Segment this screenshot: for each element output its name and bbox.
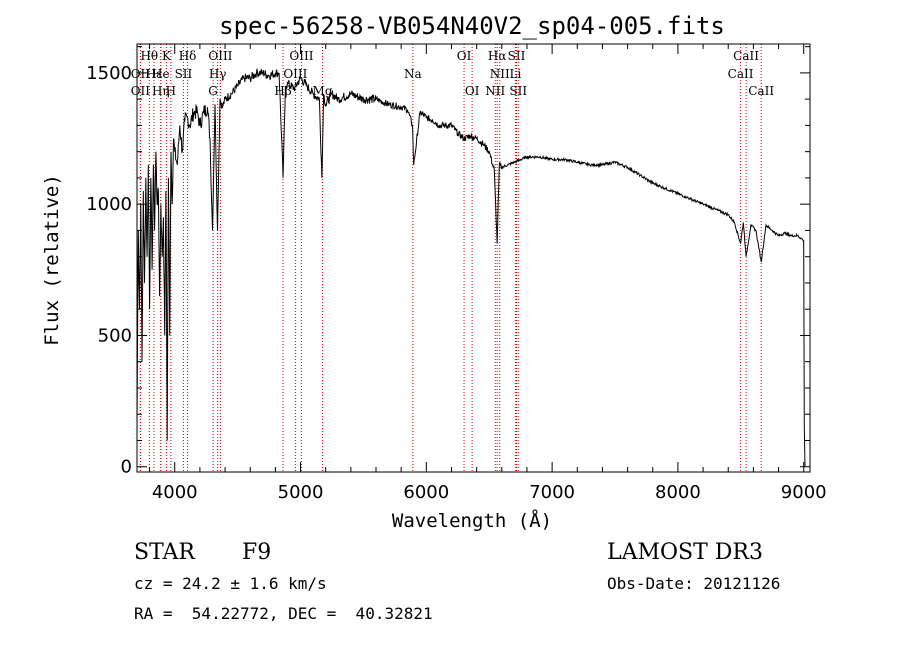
y-tick-label: 0 bbox=[121, 457, 132, 478]
spectral-line-label: CaII bbox=[748, 84, 774, 98]
spectral-line-label: SII bbox=[509, 84, 527, 98]
spectral-line-label: OIII bbox=[283, 67, 307, 81]
chart-title: spec-56258-VB054N40V2_sp04-005.fits bbox=[219, 12, 725, 40]
x-tick-label: 7000 bbox=[529, 482, 575, 503]
spectral-line-label: CaII bbox=[728, 67, 754, 81]
spectral-line-label: Hβ bbox=[274, 84, 291, 98]
spectral-line-label: OI bbox=[457, 49, 472, 63]
spectral-line-label: OII bbox=[131, 84, 151, 98]
y-tick-label: 1000 bbox=[86, 194, 132, 215]
spectral-line-label: OIII bbox=[208, 49, 232, 63]
spectral-line-label: SII bbox=[508, 49, 526, 63]
spectral-line-label: SII bbox=[175, 67, 193, 81]
spectral-line-label: Hγ bbox=[209, 67, 227, 81]
spectral-line-label: OIII bbox=[289, 49, 313, 63]
x-tick-label: 9000 bbox=[781, 482, 827, 503]
spectral-line-label: CaII bbox=[733, 49, 759, 63]
obs-date: Obs-Date: 20121126 bbox=[607, 574, 781, 593]
spectral-line-label: Hα bbox=[488, 49, 507, 63]
spectral-line-label: Hη bbox=[152, 84, 170, 98]
x-tick-label: 6000 bbox=[403, 482, 449, 503]
x-axis-label: Wavelength (Å) bbox=[392, 509, 552, 532]
spectral-line-label: H bbox=[166, 84, 176, 98]
x-tick-label: 4000 bbox=[152, 482, 198, 503]
survey-name: LAMOST DR3 bbox=[607, 540, 763, 565]
spectral-line-label: He bbox=[152, 67, 170, 81]
y-tick-label: 500 bbox=[98, 325, 132, 346]
plot-area bbox=[136, 43, 811, 473]
axis-ticks: 4000 5000 6000 7000 8000 9000 0 500 1000 1500 bbox=[86, 44, 827, 503]
spectral-line-label: NII bbox=[490, 67, 510, 81]
x-tick-label: 8000 bbox=[655, 482, 701, 503]
y-tick-label: 1500 bbox=[86, 63, 132, 84]
x-tick-label: 5000 bbox=[278, 482, 324, 503]
spectral-line-label: Li bbox=[509, 67, 521, 81]
spectral-line-label: NII bbox=[485, 84, 505, 98]
ra-dec: RA = 54.22772, DEC = 40.32821 bbox=[134, 604, 433, 623]
spectral-line-label: OI bbox=[465, 84, 480, 98]
spectral-line-label: Na bbox=[404, 67, 422, 81]
plot-frame bbox=[136, 43, 811, 473]
y-axis-label: Flux (relative) bbox=[41, 174, 63, 346]
series-flux bbox=[136, 68, 806, 467]
object-subclass: F9 bbox=[242, 540, 272, 565]
spectral-line-label: G bbox=[208, 84, 218, 98]
object-class: STAR bbox=[134, 540, 195, 565]
spectral-line-label: K bbox=[162, 49, 172, 63]
spectral-line-label: Hθ bbox=[140, 49, 158, 63]
spectral-line-label: Hδ bbox=[179, 49, 197, 63]
spectral-line-label: Hε bbox=[146, 67, 163, 81]
spectral-line-label: Mg bbox=[313, 84, 333, 98]
redshift-cz: cz = 24.2 ± 1.6 km/s bbox=[134, 574, 327, 593]
